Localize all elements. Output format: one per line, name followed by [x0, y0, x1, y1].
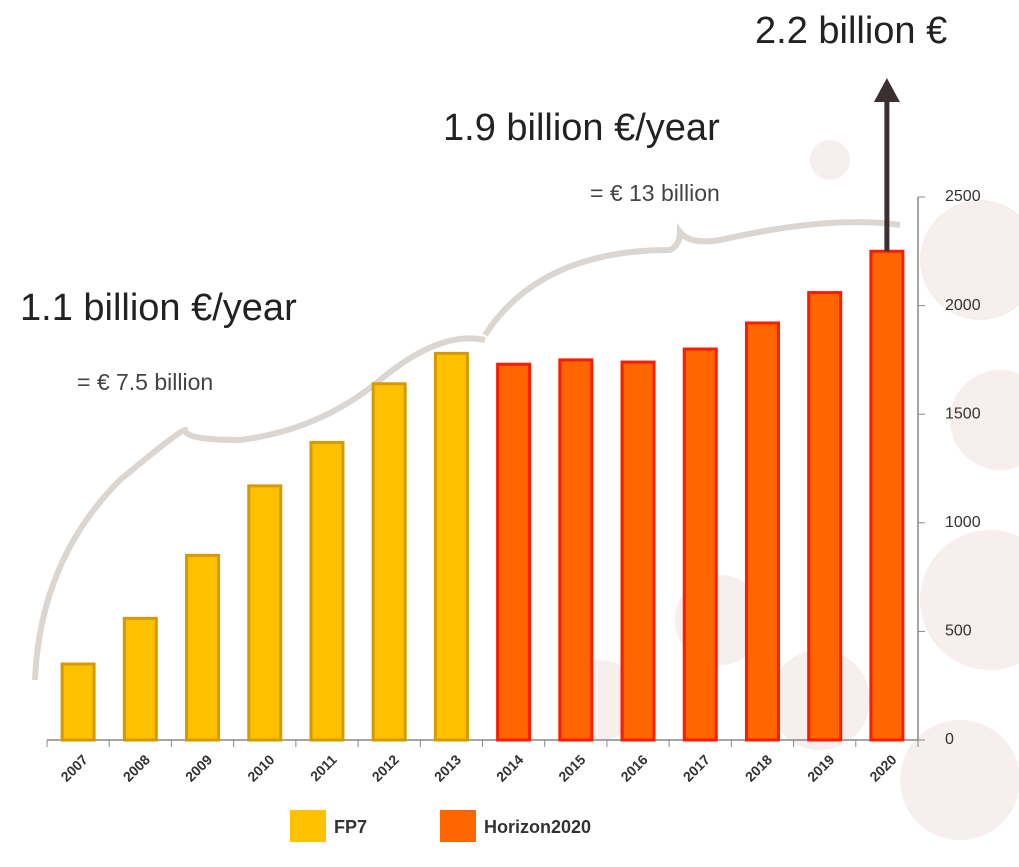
legend-swatch	[290, 810, 326, 842]
legend-label: FP7	[334, 817, 367, 837]
x-tick-label: 2012	[369, 751, 402, 784]
x-tick-label: 2007	[58, 751, 91, 784]
bar	[185, 553, 221, 742]
x-tick-label: 2014	[493, 751, 526, 784]
bar	[807, 291, 843, 742]
bar	[869, 249, 905, 742]
bar	[122, 616, 158, 742]
y-tick-label: 1000	[945, 514, 981, 531]
bar	[247, 484, 283, 742]
annotation: = € 13 billion	[590, 180, 720, 206]
annotation: 1.9 billion €/year	[443, 107, 720, 149]
bar	[433, 351, 469, 742]
x-tick-label: 2017	[680, 751, 713, 784]
bar	[558, 358, 594, 742]
annotation: = € 7.5 billion	[77, 369, 213, 395]
legend-label: Horizon2020	[484, 817, 591, 837]
y-tick-label: 2000	[945, 297, 981, 314]
bar	[60, 662, 96, 742]
bar	[682, 347, 718, 742]
y-tick-label: 500	[945, 623, 972, 640]
brace-horizon	[482, 219, 901, 337]
bar	[371, 382, 407, 742]
x-tick-label: 2019	[804, 751, 837, 784]
x-tick-label: 2009	[182, 751, 215, 784]
bar	[744, 321, 780, 742]
x-tick-label: 2008	[120, 751, 153, 784]
x-tick-label: 2011	[307, 751, 340, 784]
bar	[309, 440, 345, 742]
arrow-head	[873, 78, 900, 102]
y-tick-label: 0	[945, 731, 954, 748]
bar	[496, 362, 532, 742]
x-tick-label: 2016	[617, 751, 650, 784]
bar	[620, 360, 656, 742]
x-tick-label: 2018	[742, 751, 775, 784]
x-tick-label: 2020	[866, 751, 899, 784]
annotation: 1.1 billion €/year	[20, 287, 297, 329]
x-tick-label: 2015	[555, 751, 588, 784]
y-tick-label: 2500	[945, 188, 981, 205]
brace-fp7	[32, 335, 486, 681]
x-tick-label: 2013	[431, 751, 464, 784]
y-tick-label: 1500	[945, 405, 981, 422]
x-tick-label: 2010	[244, 751, 277, 784]
annotation: 2.2 billion €	[755, 10, 947, 52]
legend-swatch	[440, 810, 476, 842]
